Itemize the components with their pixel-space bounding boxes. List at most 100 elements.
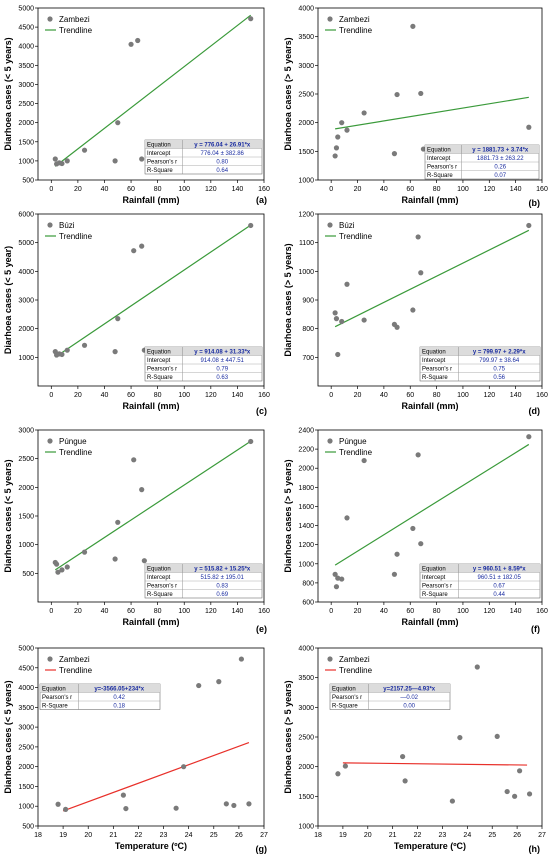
y-tick-label: 2500 bbox=[18, 744, 34, 751]
x-tick-label: 20 bbox=[354, 392, 362, 399]
panel-label: (e) bbox=[256, 624, 267, 634]
x-tick-label: 26 bbox=[235, 832, 243, 839]
data-point bbox=[332, 310, 338, 316]
data-point bbox=[55, 801, 61, 807]
data-point bbox=[410, 525, 416, 532]
y-tick-label: 2500 bbox=[18, 456, 34, 463]
data-point bbox=[391, 571, 398, 577]
y-tick-label: 1000 bbox=[18, 158, 34, 165]
stats-value-pearson: 0.42 bbox=[113, 695, 125, 701]
stats-value-intercept: 914.08 ± 447.51 bbox=[201, 358, 245, 364]
stats-label-rsquare: R-Square bbox=[147, 592, 173, 598]
chart-panel-3: 0 20 40 60 80 100 120 140 160 700 800 900 1000 1100 12… bbox=[283, 212, 548, 417]
x-tick-label: 19 bbox=[339, 832, 347, 839]
stats-value-equation: y = 960.51 + 8.59*x bbox=[473, 566, 526, 572]
x-tick-label: 20 bbox=[354, 608, 362, 615]
panel-label: (h) bbox=[529, 844, 541, 854]
stats-value-intercept: 515.82 ± 195.01 bbox=[201, 575, 245, 581]
legend-series-label: Zambezi bbox=[59, 15, 90, 24]
data-point bbox=[248, 222, 254, 229]
data-point bbox=[238, 656, 244, 662]
chart-panel-2: 0 20 40 60 80 100 120 140 160 1000 2000 3000 4000 500… bbox=[3, 212, 270, 417]
data-point bbox=[418, 270, 424, 276]
chart-panel-7: 18 19 20 21 22 23 24 25 26 27 1000 1500 2000 2500 3000… bbox=[283, 646, 546, 855]
x-tick-label: 40 bbox=[380, 608, 388, 615]
y-tick-label: 1800 bbox=[298, 485, 314, 492]
plot-frame bbox=[317, 429, 543, 603]
x-tick-label: 160 bbox=[536, 186, 548, 193]
x-tick-label: 80 bbox=[154, 186, 162, 193]
y-tick-label: 2000 bbox=[298, 120, 314, 127]
data-point bbox=[333, 145, 340, 151]
plot-frame bbox=[37, 647, 265, 827]
data-point bbox=[81, 549, 88, 555]
x-tick-label: 160 bbox=[258, 608, 270, 615]
stats-value-pearson: 0.67 bbox=[493, 583, 505, 589]
x-tick-label: 0 bbox=[329, 608, 333, 615]
x-tick-label: 60 bbox=[127, 186, 135, 193]
stats-label-rsquare: R-Square bbox=[147, 168, 173, 174]
stats-label-pearson: Pearson's r bbox=[422, 366, 452, 372]
data-point bbox=[81, 147, 88, 153]
stats-label-intercept: Intercept bbox=[422, 358, 446, 364]
legend-series-label: Búzi bbox=[339, 221, 355, 230]
y-tick-label: 2000 bbox=[298, 764, 314, 771]
x-tick-label: 27 bbox=[260, 832, 268, 839]
stats-value-equation: y = 1881.73 + 3.74*x bbox=[472, 147, 529, 153]
data-point bbox=[342, 763, 348, 769]
y-tick-label: 2200 bbox=[298, 447, 314, 454]
data-point bbox=[112, 349, 118, 355]
data-point bbox=[504, 788, 510, 795]
stats-value-equation: y=2157.25—4.93*x bbox=[383, 686, 436, 692]
stats-label-rsquare: R-Square bbox=[427, 173, 453, 179]
y-axis-label: Diarhoea cases (< 5 years) bbox=[3, 37, 13, 150]
panel-label: (a) bbox=[256, 195, 267, 205]
x-axis-label: Rainfall (mm) bbox=[401, 195, 458, 205]
data-point bbox=[135, 37, 141, 44]
y-tick-label: 3500 bbox=[298, 34, 314, 41]
x-tick-label: 20 bbox=[354, 186, 362, 193]
data-point bbox=[246, 801, 252, 807]
y-tick-label: 600 bbox=[302, 600, 314, 607]
x-tick-label: 40 bbox=[101, 392, 109, 399]
x-tick-label: 160 bbox=[536, 608, 548, 615]
y-tick-label: 800 bbox=[302, 580, 314, 587]
legend-series-label: Zambezi bbox=[59, 655, 90, 664]
stats-table-header-bg bbox=[420, 347, 540, 356]
data-point bbox=[449, 798, 455, 804]
x-tick-label: 120 bbox=[483, 392, 495, 399]
x-axis-label: Rainfall (mm) bbox=[122, 195, 179, 205]
data-point bbox=[120, 792, 126, 798]
stats-label-pearson: Pearson's r bbox=[427, 164, 457, 170]
x-tick-label: 19 bbox=[59, 832, 67, 839]
data-point bbox=[139, 487, 145, 493]
data-point bbox=[526, 434, 532, 440]
stats-label-equation: Equation bbox=[332, 686, 356, 692]
data-point bbox=[141, 558, 147, 564]
x-tick-label: 25 bbox=[210, 832, 218, 839]
data-point bbox=[248, 16, 254, 22]
data-point bbox=[361, 110, 367, 116]
stats-table: Equation y=-3566.05+234*x Pearson's r 0.42 R… bbox=[39, 683, 161, 710]
y-tick-label: 2000 bbox=[18, 326, 34, 333]
legend-trend-label: Trendline bbox=[59, 26, 93, 35]
data-point bbox=[223, 801, 229, 807]
data-point bbox=[415, 234, 421, 240]
data-point bbox=[181, 764, 187, 770]
legend-trend-label: Trendline bbox=[339, 232, 373, 241]
data-point bbox=[335, 134, 341, 140]
chart-panel-0: 0 20 40 60 80 100 120 140 160 500 1000 1500 2000 2500… bbox=[3, 6, 270, 206]
panel-label: (b) bbox=[529, 198, 541, 208]
data-point bbox=[457, 734, 463, 741]
data-point bbox=[64, 158, 70, 164]
stats-label-pearson: Pearson's r bbox=[147, 159, 177, 165]
y-tick-label: 500 bbox=[22, 178, 34, 185]
data-point bbox=[391, 151, 398, 157]
y-tick-label: 2400 bbox=[298, 428, 314, 435]
legend-trend-label: Trendline bbox=[59, 232, 93, 241]
legend-trend-label: Trendline bbox=[59, 448, 93, 457]
stats-table: Equation y = 960.51 + 8.59*x Intercept 960.… bbox=[419, 563, 541, 599]
x-axis-label: Temperature (ºC) bbox=[115, 841, 187, 851]
x-tick-label: 160 bbox=[258, 186, 270, 193]
